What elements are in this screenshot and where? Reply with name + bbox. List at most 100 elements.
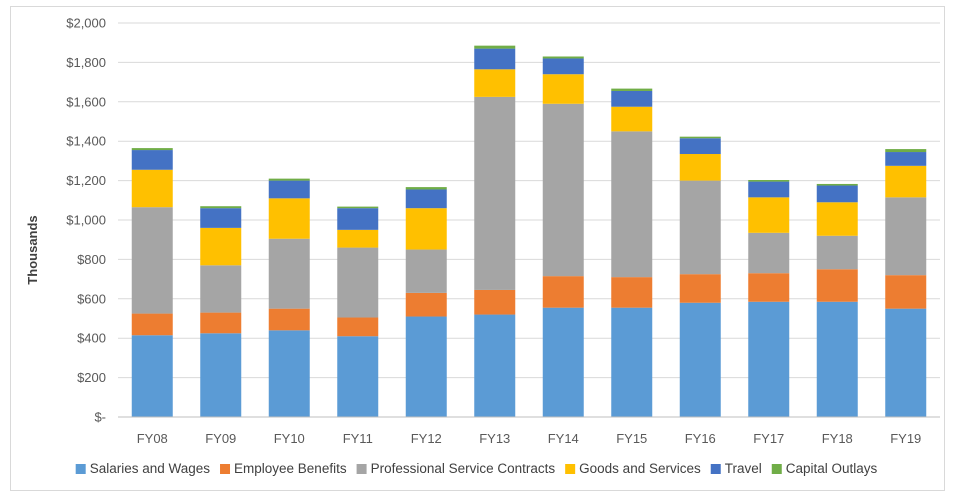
x-tick-label: FY09 — [205, 431, 236, 446]
bar-segment — [542, 276, 584, 308]
bar-segment — [748, 273, 790, 302]
bar-segment — [885, 165, 927, 198]
y-tick-label: $400 — [77, 331, 106, 346]
bar-segment — [474, 289, 516, 315]
bar-segment — [542, 103, 584, 277]
bar-segment — [542, 58, 584, 75]
bar-segment — [131, 150, 173, 170]
x-tick-label: FY08 — [137, 431, 168, 446]
y-tick-label: $800 — [77, 252, 106, 267]
bar-segment — [816, 269, 858, 302]
legend-swatch — [220, 464, 231, 474]
legend-label: Goods and Services — [579, 461, 701, 476]
legend-label: Professional Service Contracts — [371, 461, 556, 476]
bar-segment — [200, 312, 242, 334]
bar-segment — [816, 202, 858, 236]
bar-segment — [816, 185, 858, 203]
gridlines — [118, 22, 940, 379]
y-tick-label: $2,000 — [66, 16, 106, 31]
bar-segment — [679, 274, 721, 303]
bar-segment — [611, 88, 653, 91]
bar-segment — [611, 307, 653, 417]
bar-segment — [748, 301, 790, 417]
bar-segment — [200, 265, 242, 313]
bar-segment — [748, 180, 790, 182]
bar-segment — [679, 180, 721, 275]
bar-segment — [885, 149, 927, 153]
y-tick-label: $1,400 — [66, 134, 106, 149]
bar-segment — [337, 247, 379, 318]
bar-segment — [200, 333, 242, 417]
x-tick-label: FY10 — [274, 431, 305, 446]
x-tick-label: FY12 — [411, 431, 442, 446]
legend-swatch — [771, 464, 782, 474]
bar-segment — [268, 330, 310, 417]
bar-segment — [542, 74, 584, 104]
bar-segment — [405, 208, 447, 250]
bar-segment — [611, 131, 653, 278]
bar-segment — [268, 198, 310, 239]
bar-segment — [816, 301, 858, 417]
bar-segment — [131, 169, 173, 208]
legend-label: Employee Benefits — [234, 461, 347, 476]
bar-segment — [268, 238, 310, 309]
bar-segment — [405, 316, 447, 417]
bar-segment — [885, 197, 927, 276]
bar-segment — [816, 235, 858, 270]
x-tick-label: FY19 — [890, 431, 921, 446]
y-tick-label: $1,000 — [66, 213, 106, 228]
y-tick-label: $200 — [77, 370, 106, 385]
bar-segment — [474, 314, 516, 417]
bar-segment — [337, 336, 379, 417]
bar-segment — [679, 302, 721, 417]
y-tick-label: $1,600 — [66, 94, 106, 109]
bar-segment — [474, 96, 516, 290]
x-tick-label: FY11 — [343, 431, 373, 446]
bar-segment — [337, 229, 379, 248]
axes: $- $200 $400 $600 $800 $1,000 $1,200 $1,400 $1,6… — [66, 16, 940, 446]
legend-swatch — [356, 464, 367, 474]
bar-segment — [131, 148, 173, 151]
y-axis-title: Thousands — [25, 215, 40, 284]
bar-segment — [679, 154, 721, 181]
bar-segment — [131, 335, 173, 417]
bar-segment — [611, 90, 653, 107]
bar-segment — [268, 180, 310, 199]
legend-swatch — [75, 464, 86, 474]
bar-segment — [611, 106, 653, 132]
bar-segment — [611, 277, 653, 308]
legend-label: Salaries and Wages — [90, 461, 211, 476]
x-tick-label: FY14 — [548, 431, 579, 446]
bar-segment — [200, 206, 242, 209]
bar-segment — [474, 69, 516, 97]
bar-segment — [200, 208, 242, 228]
bar-segment — [200, 227, 242, 266]
bar-segment — [679, 138, 721, 155]
x-tick-label: FY16 — [685, 431, 716, 446]
bar-segment — [131, 313, 173, 336]
bar-segment — [885, 275, 927, 309]
bar-segment — [268, 178, 310, 181]
bar-segment — [337, 206, 379, 209]
bar-segment — [679, 136, 721, 139]
x-tick-label: FY15 — [616, 431, 647, 446]
legend-label: Capital Outlays — [786, 461, 878, 476]
bar-segment — [474, 45, 516, 49]
legend-label: Travel — [725, 461, 762, 476]
bar-segment — [542, 307, 584, 417]
bar-segment — [405, 187, 447, 190]
bar-segment — [542, 56, 584, 59]
y-tick-label: $1,800 — [66, 55, 106, 70]
x-tick-label: FY17 — [753, 431, 784, 446]
x-tick-label: FY18 — [822, 431, 853, 446]
legend-swatch — [565, 464, 576, 474]
y-tick-label: $- — [94, 410, 106, 425]
bar-segment — [474, 48, 516, 70]
bar-segment — [405, 292, 447, 317]
bar-segment — [405, 249, 447, 293]
bar-segment — [268, 308, 310, 331]
bar-segment — [405, 189, 447, 209]
bar-segment — [748, 197, 790, 233]
bar-segment — [816, 183, 858, 186]
